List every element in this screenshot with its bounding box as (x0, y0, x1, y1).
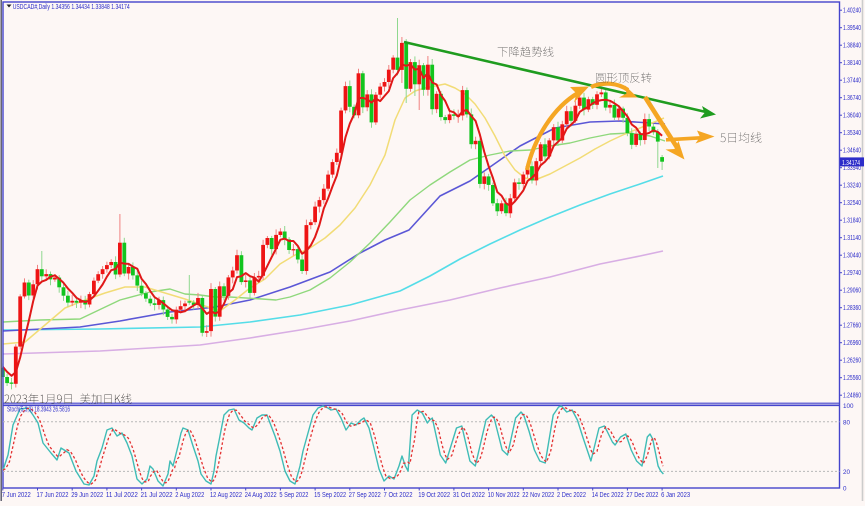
svg-text:1.30440: 1.30440 (843, 253, 861, 260)
svg-text:21 Jul 2022: 21 Jul 2022 (141, 492, 173, 499)
svg-text:31 Oct 2022: 31 Oct 2022 (453, 492, 485, 499)
svg-text:1.38140: 1.38140 (843, 60, 861, 67)
svg-text:27 Sep 2022: 27 Sep 2022 (349, 492, 381, 499)
svg-text:1.26960: 1.26960 (843, 340, 861, 347)
svg-text:1.33940: 1.33940 (843, 165, 861, 172)
svg-text:10 Nov 2022: 10 Nov 2022 (488, 492, 520, 499)
svg-text:1.31840: 1.31840 (843, 218, 861, 225)
svg-text:1.38840: 1.38840 (843, 43, 861, 50)
svg-text:0: 0 (843, 486, 847, 493)
svg-text:1.37440: 1.37440 (843, 78, 861, 85)
svg-text:1.28360: 1.28360 (843, 305, 861, 312)
svg-text:1.40240: 1.40240 (843, 8, 861, 15)
svg-text:7 Oct 2022: 7 Oct 2022 (384, 492, 413, 499)
svg-text:1.26260: 1.26260 (843, 358, 861, 365)
svg-text:19 Oct 2022: 19 Oct 2022 (418, 492, 450, 499)
svg-text:11 Jul 2022: 11 Jul 2022 (106, 492, 138, 499)
svg-text:6 Jan 2023: 6 Jan 2023 (661, 492, 690, 499)
svg-text:USDCAD#,Daily 1.34356 1.34434: USDCAD#,Daily 1.34356 1.34434 1.33848 1.… (13, 2, 130, 11)
svg-text:1.31140: 1.31140 (843, 235, 861, 242)
svg-text:1.39540: 1.39540 (843, 25, 861, 32)
svg-text:1.29740: 1.29740 (843, 270, 861, 277)
svg-text:27 Dec 2022: 27 Dec 2022 (626, 492, 658, 499)
svg-text:20: 20 (843, 469, 850, 476)
svg-text:1.36040: 1.36040 (843, 113, 861, 120)
svg-text:29 Jun 2022: 29 Jun 2022 (71, 492, 103, 499)
svg-text:1.25560: 1.25560 (843, 375, 861, 382)
svg-text:Stoch(5,3,3) 18.3943 26.5816: Stoch(5,3,3) 18.3943 26.5816 (7, 407, 70, 414)
svg-text:1.35340: 1.35340 (843, 130, 861, 137)
svg-text:1.27660: 1.27660 (843, 323, 861, 330)
svg-text:22 Nov 2022: 22 Nov 2022 (522, 492, 554, 499)
svg-text:15 Sep 2022: 15 Sep 2022 (314, 492, 346, 499)
svg-text:100: 100 (843, 403, 854, 410)
svg-text:1.34174: 1.34174 (842, 160, 860, 167)
svg-text:24 Aug 2022: 24 Aug 2022 (245, 492, 277, 499)
svg-text:1.32540: 1.32540 (843, 200, 861, 207)
svg-text:2 Aug 2022: 2 Aug 2022 (175, 492, 204, 499)
svg-text:7 Jun 2022: 7 Jun 2022 (2, 492, 31, 499)
svg-text:5 Sep 2022: 5 Sep 2022 (279, 492, 308, 499)
svg-text:1.29060: 1.29060 (843, 288, 861, 295)
svg-text:80: 80 (843, 419, 850, 426)
svg-text:17 Jun 2022: 17 Jun 2022 (37, 492, 69, 499)
svg-text:2 Dec 2022: 2 Dec 2022 (557, 492, 586, 499)
svg-text:1.33240: 1.33240 (843, 183, 861, 190)
svg-text:1.34640: 1.34640 (843, 148, 861, 155)
svg-text:12 Aug 2022: 12 Aug 2022 (210, 492, 242, 499)
svg-text:1.36740: 1.36740 (843, 95, 861, 102)
svg-text:14 Dec 2022: 14 Dec 2022 (592, 492, 624, 499)
svg-text:1.24860: 1.24860 (843, 393, 861, 400)
